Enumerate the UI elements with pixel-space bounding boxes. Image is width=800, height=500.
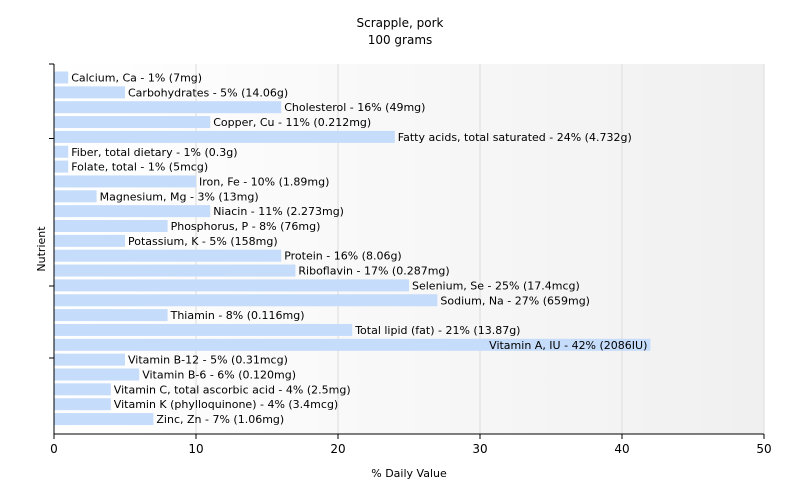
bar-label: Cholesterol - 16% (49mg) bbox=[284, 101, 425, 114]
bar bbox=[54, 413, 154, 426]
bar-label: Copper, Cu - 11% (0.212mg) bbox=[213, 116, 371, 129]
bar bbox=[54, 205, 211, 218]
x-axis-title: % Daily Value bbox=[371, 467, 447, 480]
x-tick-label: 0 bbox=[50, 442, 58, 456]
bar-label: Selenium, Se - 25% (17.4mcg) bbox=[412, 279, 580, 292]
bar bbox=[54, 368, 140, 381]
bar-label: Vitamin B-6 - 6% (0.120mg) bbox=[142, 369, 296, 382]
bar bbox=[54, 234, 125, 247]
bar bbox=[54, 220, 168, 232]
bar-label: Iron, Fe - 10% (1.89mg) bbox=[199, 175, 329, 188]
bar-label: Vitamin C, total ascorbic acid - 4% (2.5… bbox=[114, 383, 351, 396]
bar bbox=[54, 264, 296, 277]
bar-label: Carbohydrates - 5% (14.06g) bbox=[128, 86, 288, 99]
bar bbox=[54, 353, 125, 366]
bar-labels: Calcium, Ca - 1% (7mg)Carbohydrates - 5%… bbox=[71, 72, 647, 427]
bar bbox=[54, 338, 651, 351]
bar bbox=[54, 309, 168, 322]
axes bbox=[49, 63, 765, 439]
bars bbox=[54, 71, 651, 426]
bar bbox=[54, 160, 69, 173]
bar-label: Total lipid (fat) - 21% (13.87g) bbox=[354, 324, 520, 337]
bar-label: Folate, total - 1% (5mcg) bbox=[71, 161, 208, 174]
bar-label: Protein - 16% (8.06g) bbox=[284, 250, 402, 263]
chart-subtitle: 100 grams bbox=[368, 33, 433, 47]
bar bbox=[54, 383, 111, 396]
bar-label: Zinc, Zn - 7% (1.06mg) bbox=[156, 413, 284, 426]
bar bbox=[54, 190, 97, 203]
bar bbox=[54, 86, 125, 99]
y-axis-title: Nutrient bbox=[35, 226, 48, 272]
bar bbox=[54, 175, 196, 188]
chart-title: Scrapple, pork bbox=[357, 16, 444, 30]
bar bbox=[54, 71, 69, 84]
bar bbox=[54, 249, 282, 262]
bar-label: Phosphorus, P - 8% (76mg) bbox=[171, 220, 321, 233]
bar-label: Vitamin K (phylloquinone) - 4% (3.4mcg) bbox=[114, 398, 338, 411]
bar-label: Vitamin B-12 - 5% (0.31mcg) bbox=[128, 354, 288, 367]
x-tick-labels: 0 10 20 30 40 50 bbox=[50, 442, 771, 456]
x-tick-label: 50 bbox=[756, 442, 771, 456]
bar-label: Vitamin A, IU - 42% (2086IU) bbox=[489, 339, 647, 352]
bar bbox=[54, 323, 353, 336]
bar bbox=[54, 294, 438, 307]
bar-label: Calcium, Ca - 1% (7mg) bbox=[71, 72, 202, 85]
bar-label: Riboflavin - 17% (0.287mg) bbox=[298, 265, 449, 278]
bar-label: Fatty acids, total saturated - 24% (4.73… bbox=[398, 131, 632, 144]
bar-label: Niacin - 11% (2.273mg) bbox=[213, 205, 344, 218]
bar bbox=[54, 101, 282, 114]
bar bbox=[54, 116, 211, 129]
bar bbox=[54, 145, 69, 158]
x-tick-label: 30 bbox=[472, 442, 487, 456]
x-tick-label: 40 bbox=[614, 442, 629, 456]
bar bbox=[54, 130, 395, 143]
bar-label: Potassium, K - 5% (158mg) bbox=[128, 235, 278, 248]
bar-label: Thiamin - 8% (0.116mg) bbox=[170, 309, 305, 322]
x-tick-label: 10 bbox=[188, 442, 203, 456]
bar-label: Sodium, Na - 27% (659mg) bbox=[440, 294, 590, 307]
x-tick-label: 20 bbox=[330, 442, 345, 456]
bar-label: Magnesium, Mg - 3% (13mg) bbox=[100, 190, 259, 203]
bar-label: Fiber, total dietary - 1% (0.3g) bbox=[71, 146, 237, 159]
bar bbox=[54, 398, 111, 411]
bar bbox=[54, 279, 409, 292]
